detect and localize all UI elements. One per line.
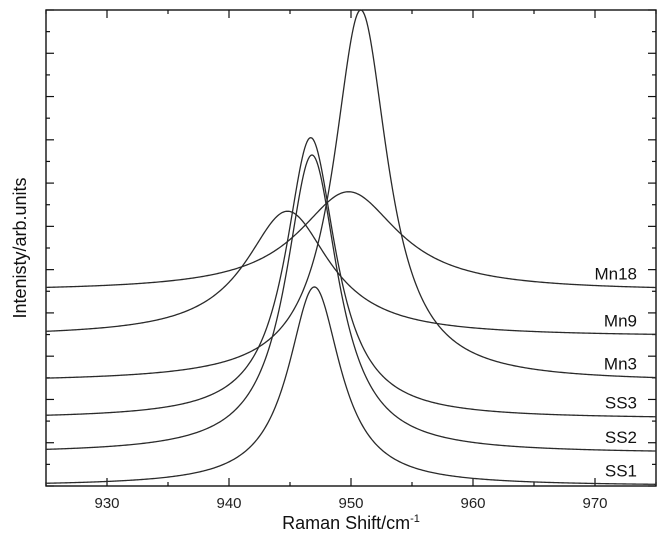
series-line-ss2 (45, 154, 657, 452)
x-tick-label: 930 (94, 495, 119, 512)
series-label-ss2: SS2 (605, 428, 637, 447)
y-axis-title: Intenisty/arb.units (10, 177, 30, 318)
series-labels: SS1 SS2 SS3 Mn3 Mn9 Mn18 (594, 265, 637, 481)
x-tick-label: 940 (216, 495, 241, 512)
x-tick-label: 950 (338, 495, 363, 512)
series-line-ss3 (45, 136, 657, 418)
series-label-mn18: Mn18 (594, 265, 637, 284)
series-label-mn9: Mn9 (604, 311, 637, 330)
series-line-ss1 (45, 286, 657, 485)
series-curves (45, 9, 657, 485)
x-axis-title: Raman Shift/cm-1 (282, 513, 420, 533)
series-line-mn18 (45, 191, 657, 289)
x-axis-title-text: Raman Shift/cm (282, 513, 410, 533)
x-tick-label: 960 (460, 495, 485, 512)
series-line-mn9 (45, 210, 657, 335)
series-label-mn3: Mn3 (604, 355, 637, 374)
series-line-mn3 (45, 9, 657, 379)
series-label-ss1: SS1 (605, 461, 637, 480)
x-axis-ticks: 930 940 950 960 970 (45, 10, 657, 512)
series-label-ss3: SS3 (605, 394, 637, 413)
x-tick-label: 970 (582, 495, 607, 512)
x-axis-title-superscript: -1 (410, 513, 420, 525)
